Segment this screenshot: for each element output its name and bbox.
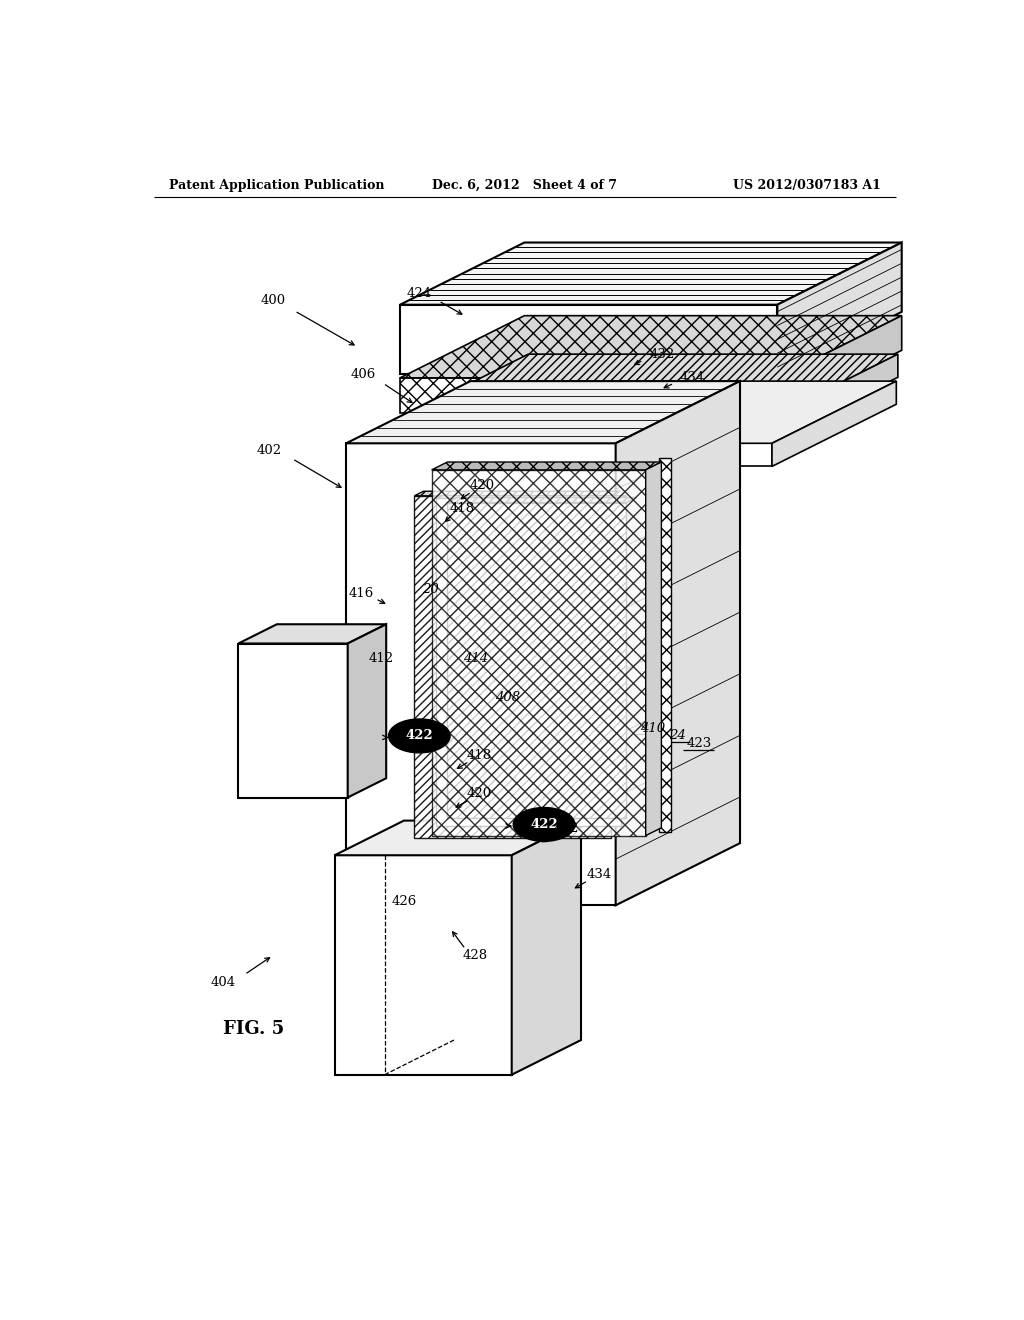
Polygon shape	[400, 315, 902, 378]
Text: 412: 412	[369, 652, 393, 665]
Text: 408: 408	[496, 690, 520, 704]
Text: Patent Application Publication: Patent Application Publication	[169, 178, 385, 191]
Polygon shape	[432, 462, 662, 470]
Text: 418: 418	[467, 748, 492, 762]
Text: 402: 402	[257, 445, 282, 458]
Polygon shape	[777, 315, 902, 412]
Text: 410: 410	[640, 722, 666, 735]
Polygon shape	[415, 496, 610, 838]
Text: 20: 20	[423, 583, 439, 597]
Polygon shape	[335, 855, 512, 1074]
Text: FIG. 5: FIG. 5	[223, 1019, 285, 1038]
Polygon shape	[446, 498, 637, 503]
Text: 432: 432	[649, 348, 675, 362]
Text: 414: 414	[463, 652, 488, 665]
Text: 416: 416	[349, 587, 374, 601]
Polygon shape	[772, 381, 896, 466]
Text: US 2012/0307183 A1: US 2012/0307183 A1	[732, 178, 881, 191]
Text: 422: 422	[530, 818, 558, 832]
Text: 434: 434	[586, 869, 611, 880]
Polygon shape	[436, 498, 622, 825]
Polygon shape	[239, 644, 348, 797]
Polygon shape	[403, 381, 896, 444]
Text: 406: 406	[350, 367, 376, 380]
Text: 418: 418	[450, 502, 474, 515]
Text: 432: 432	[554, 822, 579, 834]
Text: Dec. 6, 2012   Sheet 4 of 7: Dec. 6, 2012 Sheet 4 of 7	[432, 178, 617, 191]
Polygon shape	[400, 243, 902, 305]
Text: 24: 24	[669, 730, 686, 742]
Polygon shape	[403, 444, 772, 466]
Polygon shape	[403, 416, 773, 440]
Polygon shape	[777, 243, 902, 374]
Polygon shape	[512, 821, 581, 1074]
Polygon shape	[615, 381, 740, 906]
Polygon shape	[403, 354, 898, 416]
Text: 423: 423	[686, 737, 712, 750]
Ellipse shape	[513, 808, 574, 841]
Text: 428: 428	[463, 949, 488, 962]
Polygon shape	[335, 821, 581, 855]
Text: 404: 404	[210, 975, 236, 989]
Text: 424: 424	[407, 286, 432, 300]
Polygon shape	[436, 496, 627, 498]
Polygon shape	[400, 378, 777, 412]
Polygon shape	[773, 354, 898, 440]
Text: 420: 420	[469, 479, 495, 492]
Text: 434: 434	[680, 371, 706, 384]
Text: 420: 420	[467, 787, 492, 800]
Text: 426: 426	[391, 895, 417, 908]
Text: 400: 400	[260, 294, 286, 308]
Text: 422: 422	[406, 730, 433, 742]
Polygon shape	[346, 444, 615, 906]
Polygon shape	[346, 381, 740, 444]
Polygon shape	[400, 305, 777, 374]
Polygon shape	[348, 624, 386, 797]
Polygon shape	[659, 458, 671, 832]
Polygon shape	[446, 503, 627, 818]
Ellipse shape	[388, 719, 451, 752]
Polygon shape	[646, 462, 662, 836]
Polygon shape	[239, 624, 386, 644]
Polygon shape	[432, 470, 646, 836]
Polygon shape	[415, 491, 620, 496]
